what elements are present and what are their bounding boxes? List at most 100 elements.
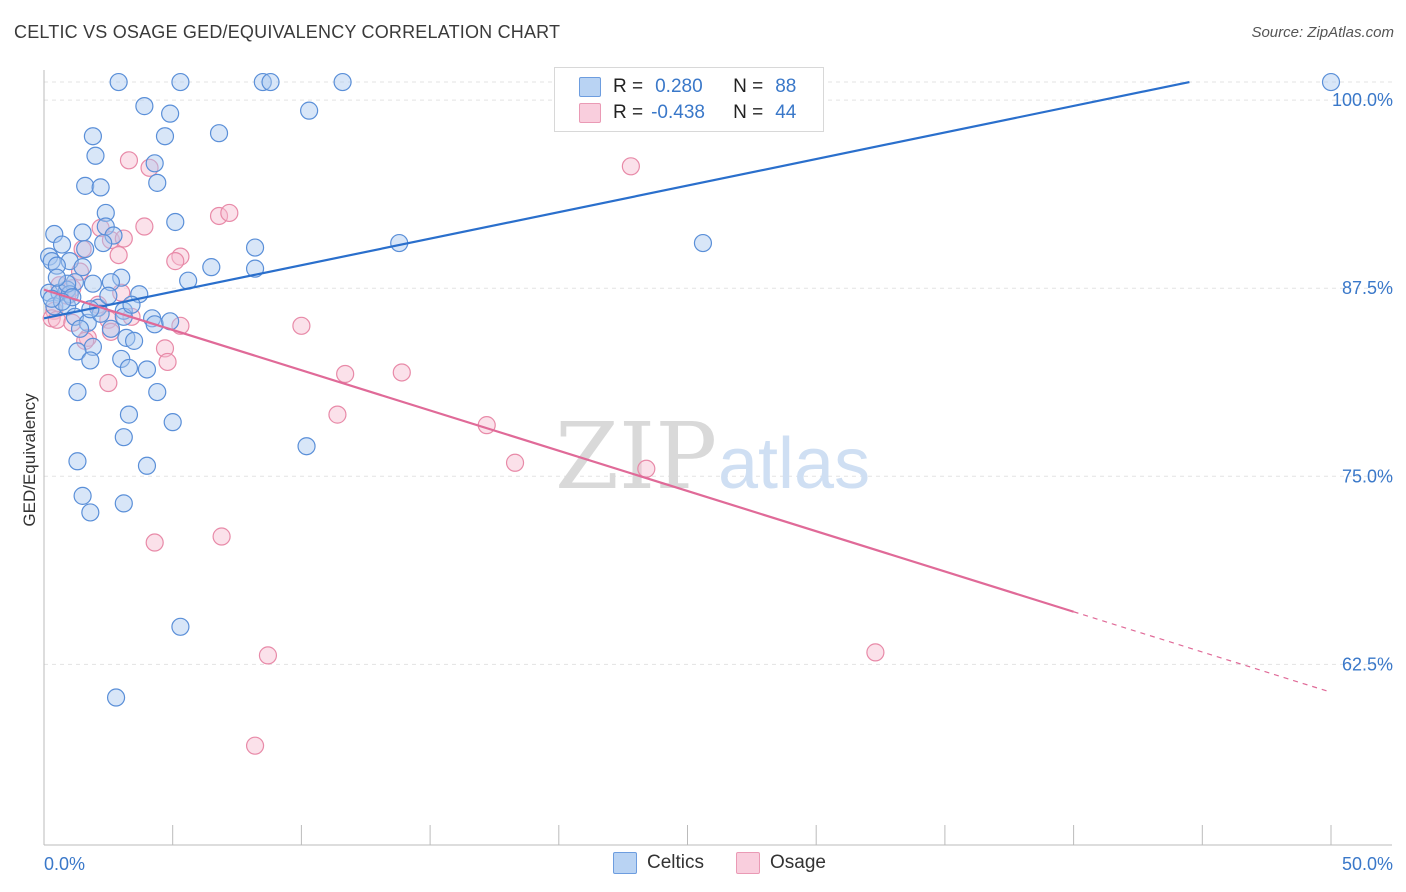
celtics-point — [58, 274, 77, 293]
celtics-point — [209, 124, 229, 143]
celtics-point — [114, 428, 133, 447]
celtics-point — [161, 104, 180, 123]
axes — [43, 70, 1392, 846]
osage-trend-extension — [1073, 611, 1332, 693]
correlation-legend: R = 0.280 N = 88 R = -0.438 N = 44 — [554, 67, 824, 132]
osage-point — [637, 459, 656, 478]
celtics-point — [148, 173, 167, 192]
celtics-point — [104, 226, 123, 245]
y-tick-label: 100.0% — [1332, 90, 1393, 110]
celtics-point — [96, 203, 115, 223]
celtics-point — [297, 437, 316, 456]
celtics-trend-line — [43, 80, 1190, 320]
celtics-point — [124, 331, 144, 350]
celtics-point — [73, 258, 92, 277]
celtics-point — [83, 274, 103, 293]
y-tick-label: 62.5% — [1342, 654, 1393, 674]
osage-point — [220, 203, 239, 223]
r-value: -0.438 — [651, 102, 705, 123]
celtics-point — [91, 178, 110, 197]
celtics-legend-label: Celtics — [647, 852, 705, 873]
celtics-point — [94, 233, 113, 253]
osage-trend-line — [43, 288, 1074, 613]
celtics-point — [68, 382, 87, 402]
bottom-legend-osage: Osage — [736, 852, 826, 874]
trend-lines — [43, 80, 1332, 693]
celtics-point — [101, 273, 121, 292]
celtics-point — [333, 72, 352, 92]
osage-legend-swatch — [736, 852, 760, 874]
celtics-point — [119, 405, 139, 424]
gridlines — [44, 81, 1392, 665]
x-tick-label: 50.0% — [1342, 854, 1393, 874]
celtics-point — [73, 223, 92, 242]
watermark-atlas: atlas — [718, 424, 870, 504]
osage-point — [212, 527, 231, 546]
osage-point — [114, 229, 133, 248]
y-axis-label: GED/Equivalency — [20, 393, 39, 527]
celtics-point — [114, 494, 133, 513]
osage-point — [135, 217, 154, 236]
celtics-point — [155, 127, 175, 146]
celtics-point — [76, 239, 95, 259]
osage-point — [109, 245, 128, 265]
celtics-point — [47, 268, 66, 287]
celtics-point — [253, 72, 272, 92]
celtics-point — [300, 101, 319, 120]
osage-point — [145, 533, 164, 552]
celtics-point — [101, 319, 121, 338]
osage-point — [119, 151, 139, 170]
osage-point — [866, 643, 885, 662]
osage-point — [99, 373, 118, 393]
osage-point — [292, 316, 311, 335]
celtics-point — [73, 486, 92, 505]
celtics-point — [81, 351, 100, 370]
osage-point — [505, 453, 525, 472]
osage-swatch — [579, 103, 601, 123]
celtics-point — [99, 286, 118, 305]
n-label: N = — [733, 76, 764, 97]
celtics-point — [137, 360, 157, 379]
osage-legend-label: Osage — [770, 852, 826, 873]
celtics-point — [137, 456, 157, 475]
celtics-point — [86, 146, 105, 165]
n-label: N = — [733, 102, 764, 123]
celtics-point — [1321, 72, 1341, 92]
r-value: 0.280 — [655, 76, 703, 97]
celtics-point — [52, 235, 72, 254]
r-label: R = — [613, 76, 644, 97]
celtics-point — [119, 358, 139, 378]
celtics-point — [202, 258, 221, 277]
celtics-point — [109, 72, 128, 92]
n-value: 44 — [775, 102, 797, 123]
celtics-point — [68, 452, 87, 471]
r-label: R = — [613, 102, 644, 123]
celtics-point — [135, 97, 154, 116]
celtics-point — [106, 688, 126, 707]
celtics-point — [65, 273, 84, 292]
celtics-point — [63, 288, 82, 307]
celtics-point — [166, 212, 185, 232]
osage-point — [621, 157, 640, 176]
celtics-point — [81, 503, 100, 522]
chart-title: CELTIC VS OSAGE GED/EQUIVALENCY CORRELAT… — [14, 22, 561, 42]
osage-point — [328, 405, 347, 424]
legend-row-osage: R = -0.438 N = 44 — [579, 102, 796, 124]
celtics-point — [76, 176, 95, 195]
celtics-point — [70, 319, 90, 338]
x-tick-label: 0.0% — [44, 854, 85, 874]
celtics-point — [112, 268, 131, 287]
osage-point — [209, 206, 229, 226]
celtics-point — [261, 72, 280, 92]
bottom-legend-celtics: Celtics — [613, 852, 704, 874]
osage-point — [392, 363, 411, 382]
celtics-point — [68, 342, 87, 361]
celtics-point — [245, 238, 265, 257]
source-label: Source: ZipAtlas.com — [1251, 24, 1394, 41]
celtics-legend-swatch — [613, 852, 637, 874]
watermark: ZIP atlas — [555, 403, 870, 510]
celtics-point — [693, 233, 713, 253]
osage-point — [258, 646, 278, 665]
y-tick-label: 75.0% — [1342, 466, 1393, 486]
